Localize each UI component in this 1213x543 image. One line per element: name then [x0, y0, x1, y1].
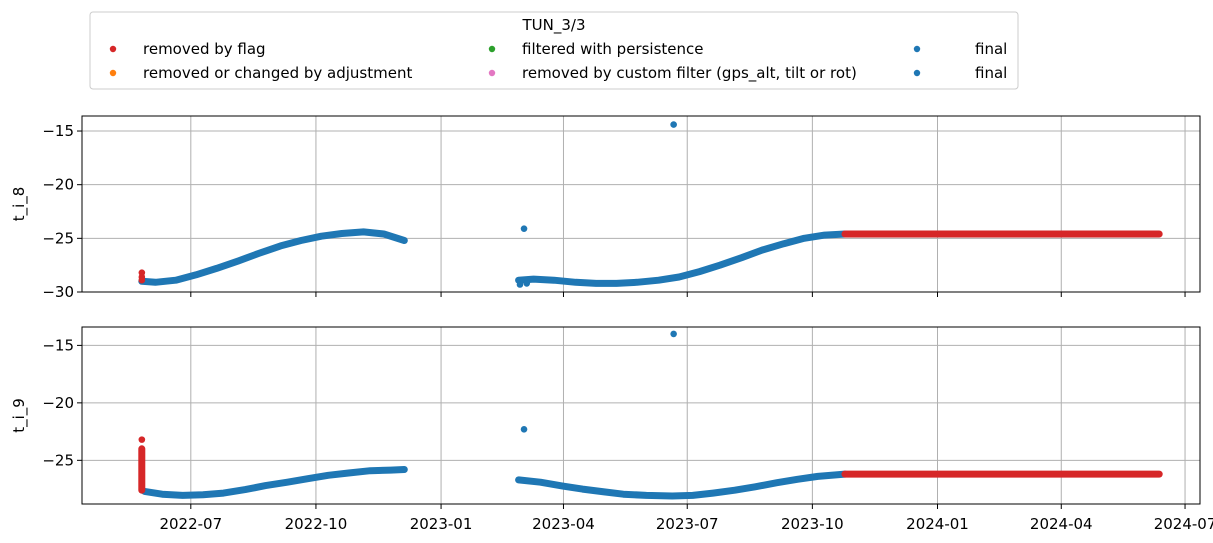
y-axis-label: t_i_8: [10, 187, 29, 222]
data-point: [520, 225, 528, 232]
y-tick-label: −25: [42, 451, 74, 469]
data-point: [670, 330, 677, 338]
axes-frame: [81, 326, 1201, 505]
x-tick-label: 2024-07: [1154, 515, 1213, 533]
legend-label: removed or changed by adjustment: [143, 64, 412, 82]
legend-marker: [109, 45, 117, 53]
y-tick-label: −20: [42, 176, 74, 194]
legend-marker: [488, 69, 496, 77]
data-series-trace: [141, 466, 408, 499]
axes-frame: [81, 115, 1201, 293]
y-axis-label: t_i_9: [10, 398, 29, 433]
x-tick-label: 2022-10: [285, 515, 348, 533]
y-tick-label: −25: [42, 229, 74, 247]
legend-marker: [109, 69, 117, 77]
data-point: [670, 121, 677, 128]
legend: TUN_3/3 removed by flag filtered with per…: [89, 11, 1019, 90]
data-point: [520, 425, 528, 433]
panel-t_i_8: −30 −25 −20 −15 t_i_8: [10, 115, 1201, 301]
legend-label: final: [975, 40, 1007, 58]
x-tick-label: 2023-01: [410, 515, 473, 533]
x-tick-label: 2023-04: [532, 515, 595, 533]
data-point: [523, 280, 531, 287]
legend-marker: [488, 45, 496, 53]
legend-marker: [913, 45, 921, 53]
data-point: [138, 436, 146, 443]
y-tick-label: −15: [42, 336, 74, 354]
x-tick-label: 2022-07: [159, 515, 222, 533]
data-point: [516, 281, 524, 288]
data-series-trace: [515, 230, 849, 287]
data-point: [138, 276, 146, 284]
x-tick-label: 2024-01: [906, 515, 969, 533]
legend-label: filtered with persistence: [522, 40, 703, 58]
legend-title: TUN_3/3: [521, 16, 585, 35]
x-tick-label: 2023-07: [656, 515, 719, 533]
y-tick-label: −30: [42, 283, 74, 301]
legend-marker: [913, 69, 921, 77]
legend-label: final: [975, 64, 1007, 82]
x-tick-label: 2023-10: [781, 515, 844, 533]
legend-label: removed by custom filter (gps_alt, tilt …: [522, 64, 857, 83]
x-tick-label: 2024-04: [1030, 515, 1093, 533]
panel-t_i_9: 2022-07 2022-10 2023-01 2023-04 2023-07 2023-…: [10, 326, 1213, 533]
y-tick-label: −15: [42, 122, 74, 140]
data-series-trace: [138, 228, 408, 286]
legend-label: removed by flag: [143, 40, 266, 58]
data-series-trace: [515, 470, 849, 500]
y-tick-label: −20: [42, 394, 74, 412]
